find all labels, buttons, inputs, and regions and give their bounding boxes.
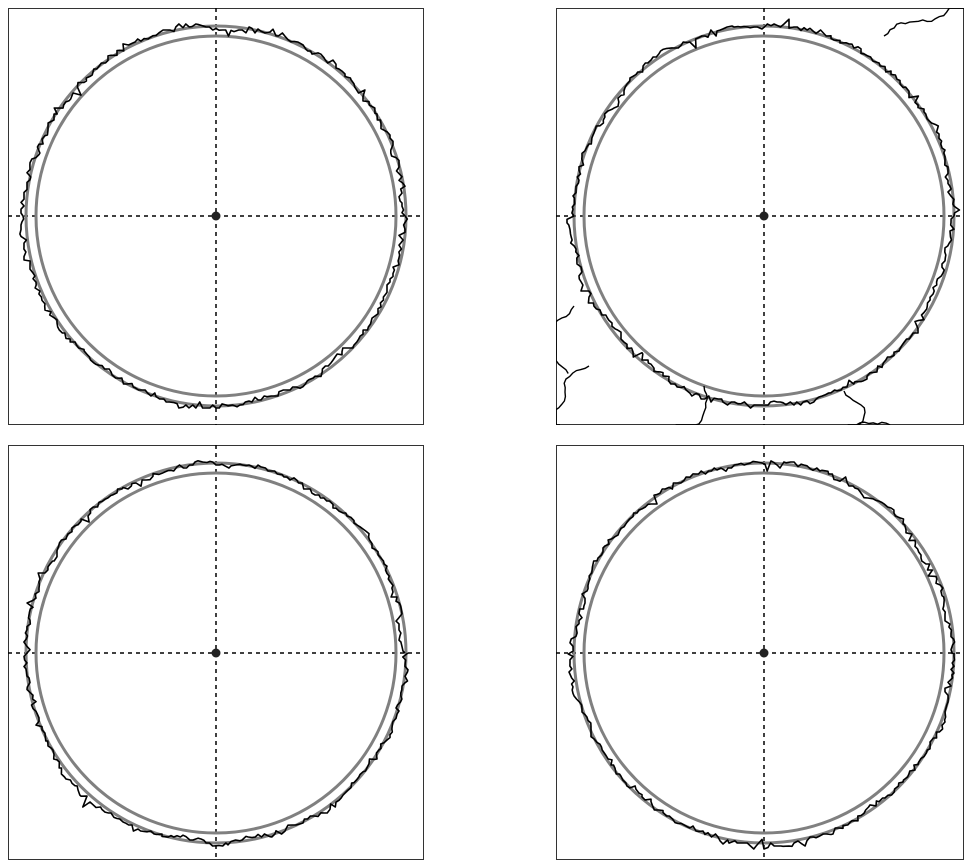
panel-bottom-right — [556, 445, 964, 860]
inner-ring — [34, 34, 398, 398]
panel-top-left — [8, 8, 424, 425]
trajectory-trace — [567, 460, 956, 850]
panel-bottom-left — [8, 445, 424, 860]
stray-trace — [675, 385, 708, 425]
center-point — [759, 648, 769, 658]
trajectory-trace — [566, 18, 961, 409]
stray-trace — [883, 8, 964, 37]
stray-trace — [556, 365, 590, 425]
center-point — [759, 211, 769, 221]
panel-top-right — [556, 8, 964, 425]
center-point — [211, 648, 221, 658]
stray-trace — [843, 390, 891, 425]
inner-ring — [582, 471, 946, 835]
inner-ring — [34, 471, 398, 835]
center-point — [211, 211, 221, 221]
trajectory-trace — [23, 460, 409, 847]
stray-trace — [556, 305, 575, 374]
inner-ring — [582, 34, 946, 398]
trajectory-trace — [19, 23, 409, 409]
